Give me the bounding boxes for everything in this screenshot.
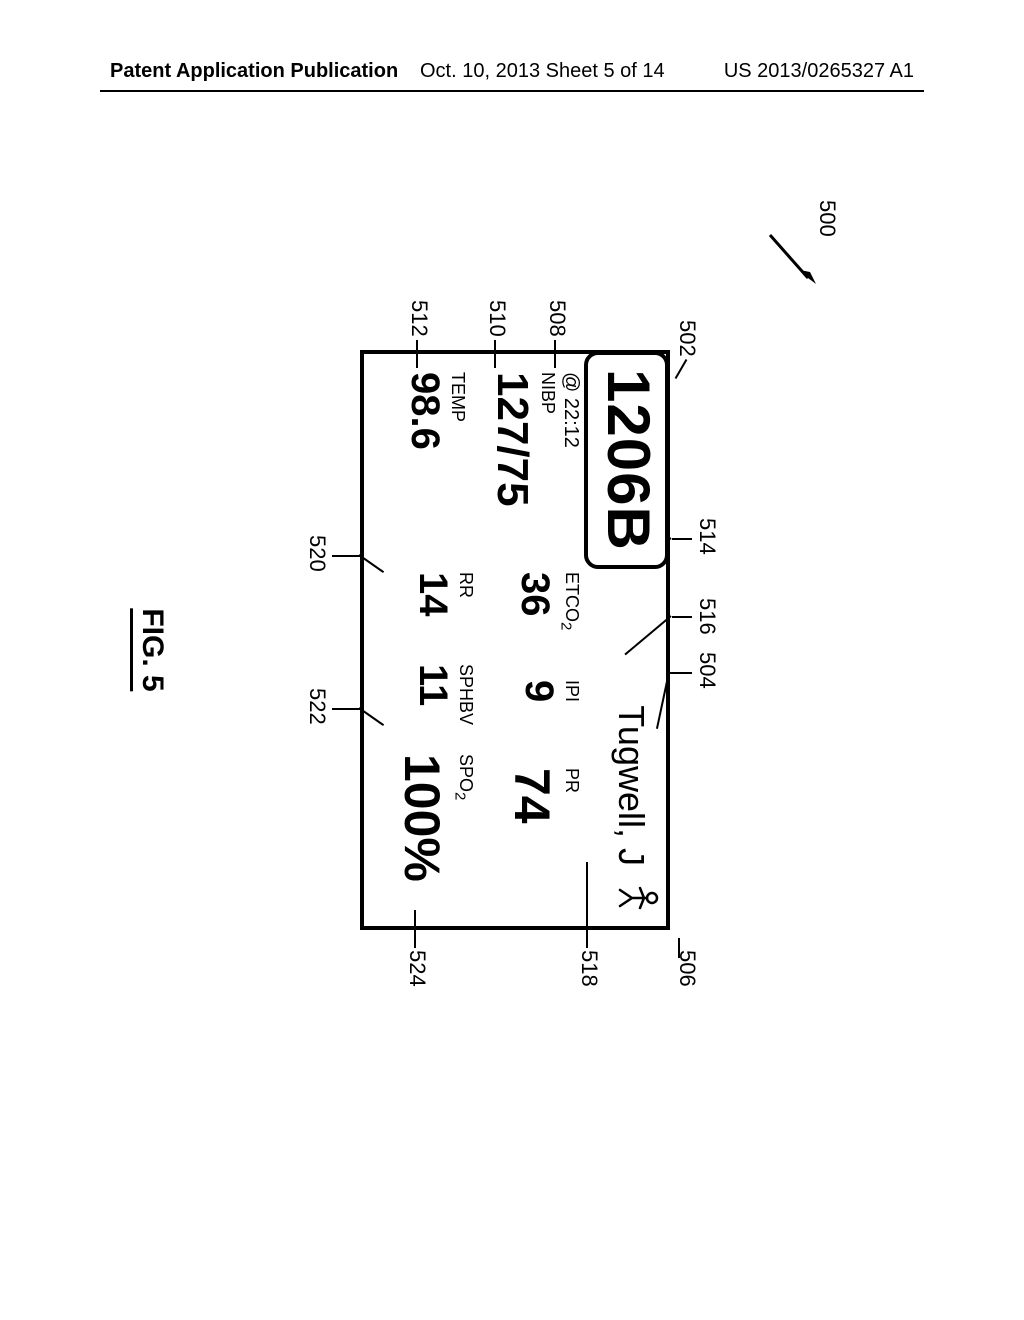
etco2-label: ETCO2 [557, 572, 582, 630]
ref-514: 514 [694, 518, 720, 555]
room-number-box: 1206B [584, 351, 669, 569]
pr-block: PR 74 [503, 768, 582, 824]
header-center: Oct. 10, 2013 Sheet 5 of 14 [420, 60, 665, 83]
pr-label: PR [561, 768, 582, 824]
ref-522: 522 [304, 688, 330, 725]
lead-504 [670, 672, 692, 674]
sphbv-value: 11 [410, 664, 455, 725]
nibp-value: 127/75 [487, 372, 537, 507]
etco2-value: 36 [512, 572, 557, 630]
ref-524: 524 [404, 950, 430, 987]
header-left: Patent Application Publication [110, 60, 398, 83]
ref-510: 510 [484, 300, 510, 337]
etco2-block: ETCO2 36 [512, 572, 582, 630]
sphbv-label: SPHBV [455, 664, 476, 725]
room-number: 1206B [595, 369, 662, 551]
temp-label: TEMP [447, 372, 468, 450]
nibp-label: NIBP [537, 372, 558, 507]
time-label: @ 22:12 [559, 372, 582, 448]
lead-506 [678, 938, 680, 958]
ipi-block: IPI 9 [516, 680, 582, 702]
arrow-icon [760, 230, 820, 300]
pr-value: 74 [503, 768, 561, 824]
patient-name: Tugwell, J [610, 705, 652, 866]
spo2-label: SPO2 [451, 754, 476, 882]
person-icon [618, 880, 660, 916]
ref-512: 512 [406, 300, 432, 337]
lead-520a [332, 555, 360, 557]
ref-518: 518 [576, 950, 602, 987]
temp-block: TEMP 98.6 [402, 372, 468, 450]
rr-block: RR 14 [410, 572, 476, 617]
figure-5: 500 502 504 506 514 516 518 524 [150, 300, 850, 1000]
ref-502: 502 [674, 320, 700, 357]
ref-520: 520 [304, 535, 330, 572]
lead-522a [332, 708, 360, 710]
header-right: US 2013/0265327 A1 [724, 60, 914, 83]
nibp-block: NIBP 127/75 [487, 372, 558, 507]
vitals-panel: 1206B Tugwell, J @ 22:12 NIBP 127/75 TEM… [360, 350, 670, 930]
sphbv-block: SPHBV 11 [410, 664, 476, 725]
ref-504: 504 [694, 652, 720, 689]
ref-508: 508 [544, 300, 570, 337]
rr-label: RR [455, 572, 476, 617]
lead-514a [672, 538, 692, 540]
ipi-value: 9 [516, 680, 561, 702]
header-rule [100, 90, 924, 92]
spo2-value: 100% [393, 754, 451, 882]
lead-502 [675, 359, 688, 379]
spo2-block: SPO2 100% [393, 754, 476, 882]
lead-516a [672, 616, 692, 618]
figure-caption: FIG. 5 [130, 608, 169, 691]
temp-value: 98.6 [402, 372, 447, 450]
ipi-label: IPI [561, 680, 582, 702]
rr-value: 14 [410, 572, 455, 617]
ref-516: 516 [694, 598, 720, 635]
